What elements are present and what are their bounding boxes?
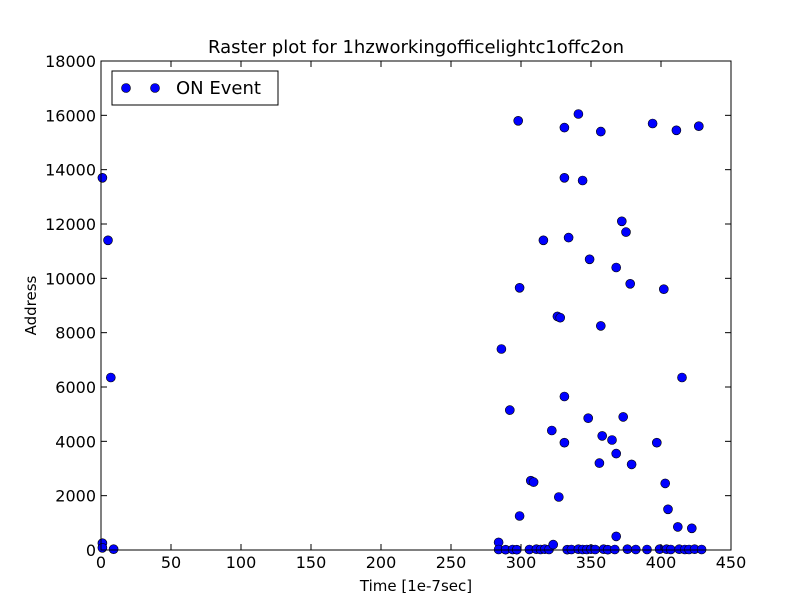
data-point [97,542,108,553]
data-point [626,459,637,470]
data-point [616,216,627,227]
data-point [103,235,113,246]
data-point [548,539,559,550]
data-point [672,522,683,532]
axis-ticks: 0 50 100 150 200 250 300 350 400 450 0 2000 4000 6000… [45,52,746,572]
data-point [693,121,704,131]
data-point [594,458,605,468]
data-point [597,431,608,441]
y-tick-label: 6000 [55,378,96,397]
data-point [559,173,570,183]
data-point [538,235,549,246]
x-tick-label: 200 [366,553,397,572]
data-point [651,437,662,448]
data-point [671,125,682,136]
legend: ON Event [111,70,279,106]
y-tick-label: 18000 [45,52,96,71]
data-point [559,437,570,448]
y-tick-label: 0 [86,541,96,560]
data-point [625,278,636,289]
data-point [513,116,524,126]
x-tick-label: 250 [436,553,467,572]
plot-area-frame [100,60,732,551]
data-point [546,425,557,436]
x-tick-label: 0 [96,553,106,572]
data-point [658,284,669,295]
data-point [97,173,108,183]
data-point [563,232,574,243]
y-tick-label: 16000 [45,106,96,125]
legend-marker [150,83,160,93]
x-tick-label: 400 [646,553,677,572]
y-axis-title: Address [22,275,40,335]
data-point [660,478,671,489]
data-point [108,544,119,555]
legend-marker [121,83,131,93]
data-point [496,344,507,354]
data-point [573,109,584,119]
y-tick-label: 14000 [45,161,96,180]
data-point [618,412,629,422]
x-tick-label: 150 [296,553,327,572]
data-point [686,523,697,534]
data-point [663,504,673,515]
data-point [555,312,566,323]
data-point [595,321,606,331]
y-tick-label: 10000 [45,269,96,288]
data-point [611,531,622,542]
data-point [622,544,633,555]
x-axis-title: Time [1e-7sec] [359,577,472,595]
data-point [607,435,617,445]
x-tick-label: 50 [161,553,181,572]
data-point [595,126,606,137]
data-point [553,492,564,502]
data-point [559,122,570,133]
data-point [514,511,525,521]
chart-title: Raster plot for 1hzworkingofficelightc1o… [208,37,624,58]
data-point [611,448,622,459]
data-point [514,282,525,293]
x-tick-label: 100 [226,553,257,572]
y-tick-label: 2000 [55,487,96,506]
y-tick-label: 8000 [55,324,96,343]
data-point [584,254,595,265]
data-point [583,413,594,424]
x-tick-label: 300 [506,553,537,572]
x-tick-label: 450 [716,553,747,572]
data-point [647,118,658,129]
data-point [677,372,687,383]
legend-box [111,70,279,106]
y-tick-label: 12000 [45,215,96,234]
data-point [621,227,631,237]
x-tick-label: 350 [576,553,607,572]
legend-label: ON Event [176,78,261,99]
data-point [611,262,622,273]
data-point [577,175,588,186]
y-tick-label: 4000 [55,432,96,451]
data-point [106,372,116,383]
data-point [559,391,570,402]
data-point [528,477,539,487]
data-point [504,405,515,415]
